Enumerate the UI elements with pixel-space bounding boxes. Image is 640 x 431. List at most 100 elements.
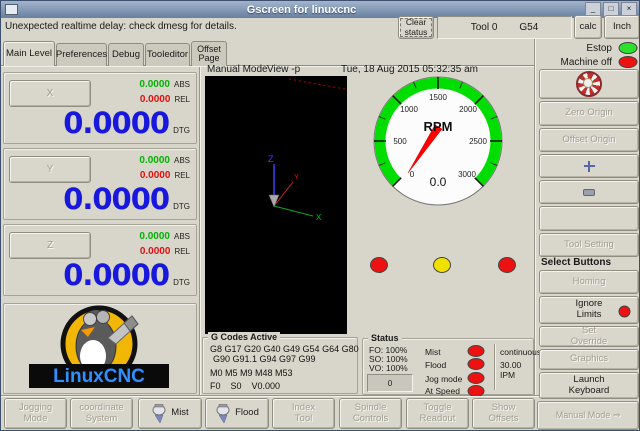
calc-button[interactable]: calc (574, 15, 602, 39)
flood-button[interactable]: Flood (205, 398, 269, 429)
gremlin-preview[interactable]: Z Y X (205, 76, 347, 334)
mode-cycle-button[interactable]: Manual Mode ⇒ (537, 401, 639, 430)
gauge-tick-2500: 2500 (469, 137, 487, 146)
axis-z-frame: Z 0.0000 ABS 0.0000 REL 0.0000 DTG (3, 224, 197, 296)
mist-led (467, 345, 485, 357)
axis-z-abs: 0.0000 (139, 231, 170, 242)
show-offsets-label: Show Offsets (488, 401, 519, 424)
close-icon[interactable]: × (621, 2, 637, 17)
toggle-readout-button[interactable]: Toggle Readout (406, 398, 469, 429)
show-offsets-button[interactable]: Show Offsets (472, 398, 535, 429)
rel-label: REL (174, 247, 190, 256)
launch-keyboard-button[interactable]: Launch Keyboard (539, 372, 639, 399)
jog-increment-spinbox[interactable]: 0 (367, 374, 413, 392)
set-override-button[interactable]: Set Override (539, 325, 639, 347)
tool-statusbar: Tool 0 G54 (437, 16, 572, 39)
minimize-icon[interactable]: _ (585, 2, 601, 17)
rpm-gauge: 0 500 1000 1500 2000 2500 3000 RPM 0.0 (373, 76, 503, 206)
realtime-delay-message: Unexpected realtime delay: check dmesg f… (5, 21, 237, 32)
coordinate-system-label: coordinate System (79, 401, 124, 424)
jog-type-value: continuous (500, 347, 542, 357)
title-bar: Gscreen for linuxcnc _ □ × (1, 1, 639, 18)
coordinate-system-button[interactable]: coordinate System (70, 398, 133, 429)
axis-x-button[interactable]: X (9, 80, 91, 107)
x-axis-label: X (316, 213, 322, 222)
graphics-button[interactable]: Graphics (539, 349, 639, 370)
spindle-controls-button[interactable]: Spindle Controls (339, 398, 402, 429)
tab-debug[interactable]: Debug (108, 43, 144, 66)
velocity-override: VO: 100% (369, 363, 408, 373)
mist-button[interactable]: Mist (138, 398, 202, 429)
gcode-line: G90 G91.1 G94 G97 G99 (213, 354, 316, 364)
flood-led (467, 358, 485, 370)
at-speed-led (467, 385, 485, 396)
gauge-tick-3000: 3000 (458, 170, 476, 179)
jog-mode-label: Jog mode (425, 374, 463, 384)
launch-keyboard-label: Launch Keyboard (568, 373, 610, 396)
move-button[interactable] (539, 154, 639, 178)
axis-y-dtg: 0.0000 (63, 182, 170, 216)
index-tool-button[interactable]: Index Tool (272, 398, 335, 429)
ignore-limits-button[interactable]: Ignore Limits (539, 296, 639, 324)
axis-z-button[interactable]: Z (9, 232, 91, 259)
abs-label: ABS (173, 80, 190, 89)
view-label: View -p (267, 64, 301, 75)
offset-origin-button[interactable]: Offset Origin (539, 128, 639, 152)
dial-button[interactable] (539, 69, 639, 99)
limit-boundary-line (288, 78, 346, 90)
gauge-value: 0.0 (430, 175, 447, 189)
window-icon (5, 4, 18, 15)
mcode-line: M0 M5 M9 M48 M53 (210, 368, 293, 378)
coord-system: G54 (519, 22, 539, 33)
axis-x-frame: X 0.0000 ABS 0.0000 REL 0.0000 DTG (3, 72, 197, 144)
left-pane-divider (199, 67, 200, 396)
spindle-led-right (498, 257, 516, 273)
datetime-label: Tue, 18 Aug 2015 05:32:35 am (341, 64, 478, 75)
units-button[interactable]: Inch (604, 15, 639, 39)
tab-strip-line (1, 65, 534, 67)
homing-button[interactable]: Homing (539, 270, 639, 294)
axis-x-rel: 0.0000 (139, 94, 171, 105)
tool-icon-button[interactable] (539, 180, 639, 204)
ignore-limits-label: Ignore Limits (575, 298, 603, 320)
gauge-needle (407, 124, 443, 174)
gcodes-title: G Codes Active (208, 332, 281, 342)
tab-offset-page[interactable]: Offset Page (191, 41, 227, 66)
flood-icon (216, 403, 230, 424)
mist-status-label: Mist (425, 347, 441, 357)
tool-number: Tool 0 (470, 22, 498, 33)
tab-preferences[interactable]: Preferences (56, 43, 107, 66)
machine-off-label: Machine off (560, 56, 612, 68)
tool-icon (583, 188, 595, 196)
gauge-tick-0: 0 (410, 170, 415, 179)
jogging-mode-button[interactable]: Jogging Mode (4, 398, 67, 429)
tab-main-level[interactable]: Main Level (3, 41, 55, 66)
y-axis-label: Y (294, 174, 299, 181)
move-icon (583, 160, 595, 172)
gauge-tick-2000: 2000 (459, 105, 477, 114)
mode-label: Manual Mode (207, 64, 268, 75)
abs-label: ABS (173, 156, 190, 165)
machine-indicator: Machine off (539, 56, 638, 68)
fsv-line: F0 S0 V0.000 (210, 381, 281, 391)
tool-setting-button[interactable]: Tool Setting (539, 233, 639, 257)
estop-led-icon (618, 42, 638, 54)
axis-y-abs: 0.0000 (139, 155, 170, 166)
clear-status-button[interactable]: Clear status (398, 16, 434, 39)
jog-rate-value: 30.00 IPM (500, 360, 522, 380)
feed-override: FO: 100% (369, 345, 408, 355)
gcode-line: G8 G17 G20 G40 G49 G54 G64 G80 (210, 344, 359, 354)
blank-button[interactable] (539, 206, 639, 231)
bottom-divider (1, 395, 639, 396)
gauge-tick-1500: 1500 (429, 93, 447, 102)
mist-icon (152, 403, 166, 424)
axis-y-frame: Y 0.0000 ABS 0.0000 REL 0.0000 DTG (3, 148, 197, 220)
estop-label: Estop (586, 42, 612, 54)
window-title: Gscreen for linuxcnc (246, 3, 357, 16)
tab-tooleditor[interactable]: Tooleditor (145, 43, 190, 66)
zero-origin-button[interactable]: Zero Origin (539, 101, 639, 126)
status-title: Status (368, 333, 402, 343)
mist-label: Mist (171, 407, 189, 419)
axis-y-button[interactable]: Y (9, 156, 91, 183)
